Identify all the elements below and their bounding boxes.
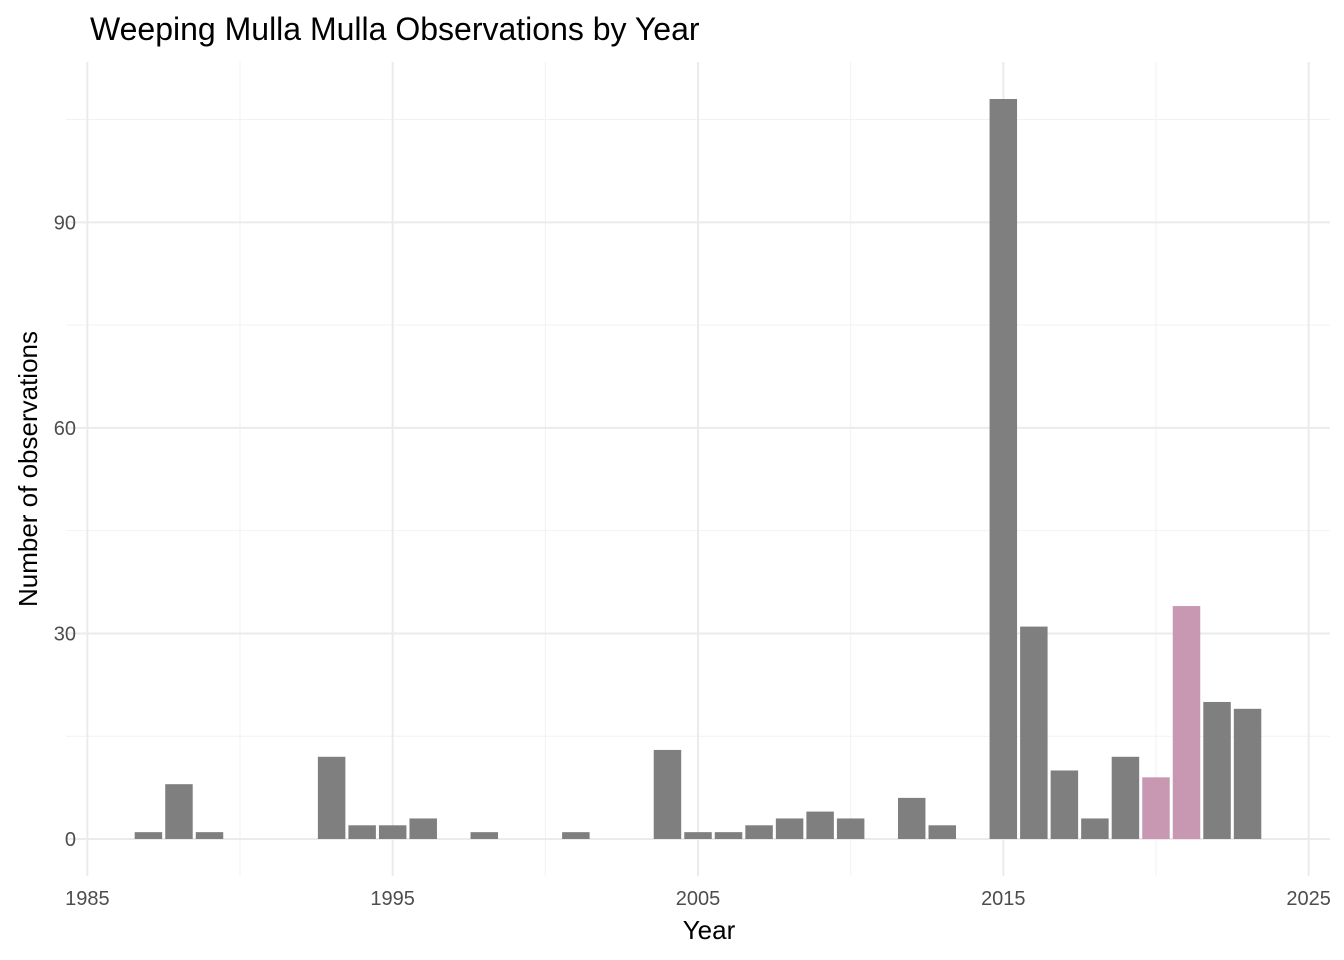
bar-1998 [470,832,499,839]
bar-1995 [378,825,407,839]
x-axis-title: Year [683,915,736,945]
bar-2007 [745,825,773,839]
bar-2008 [775,818,804,839]
x-tick-label: 2005 [676,888,721,910]
bar-2020 [1142,777,1170,839]
bar-1994 [348,825,376,839]
y-tick-label: 60 [54,418,76,440]
bar-2023 [1233,708,1262,839]
bar-1988 [165,784,193,839]
x-tick-label: 1995 [370,888,415,910]
bar-1996 [409,818,437,839]
bars [134,99,1262,839]
chart-title: Weeping Mulla Mulla Observations by Year [90,11,700,47]
y-axis-title: Number of observations [13,331,43,607]
bar-1989 [195,832,224,839]
tick-labels: 1985 1995 2005 2015 2025 0 30 60 90 [54,212,1331,910]
bar-2018 [1081,818,1109,839]
bar-2015 [989,99,1018,839]
bar-2013 [928,825,956,839]
x-tick-label: 1985 [65,888,110,910]
bar-1993 [317,756,346,839]
x-tick-label: 2025 [1286,888,1331,910]
y-tick-label: 30 [54,623,76,645]
y-tick-label: 0 [65,829,76,851]
bar-2004 [653,749,682,839]
bar-2001 [562,832,590,839]
bar-2022 [1203,701,1231,839]
bar-2016 [1020,626,1048,839]
bar-2017 [1050,770,1079,839]
x-tick-label: 2015 [981,888,1026,910]
y-tick-label: 90 [54,212,76,234]
bar-2006 [714,832,743,839]
bar-2010 [836,818,865,839]
grid-lines [66,62,1330,876]
bar-2005 [684,832,712,839]
bar-2012 [897,797,926,839]
bar-2019 [1111,756,1140,839]
bar-2009 [806,811,834,839]
bar-2021 [1172,606,1201,839]
bar-1987 [134,832,163,839]
